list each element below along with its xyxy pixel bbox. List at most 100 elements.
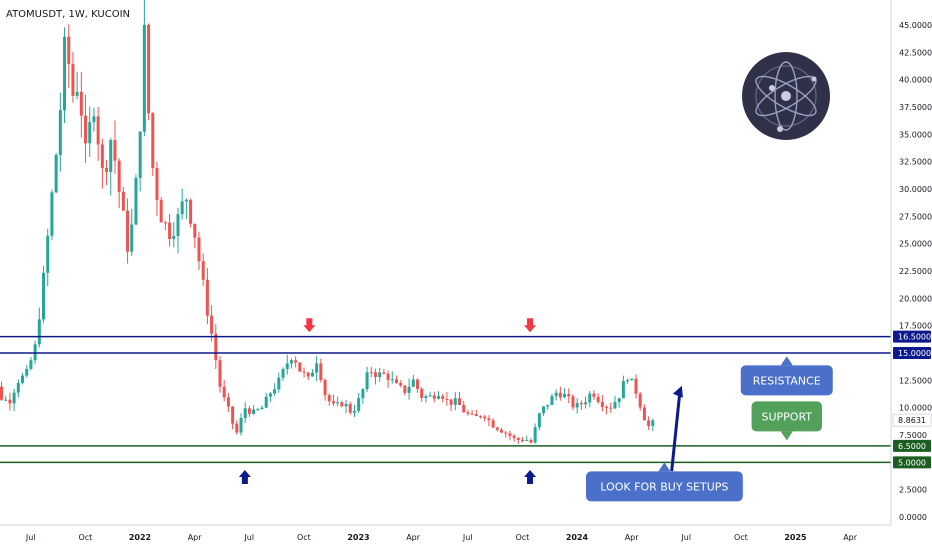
candle-body	[445, 398, 449, 400]
candle-body	[600, 402, 604, 407]
callout-pointer	[780, 356, 793, 366]
level-badge-label: 6.5000	[898, 442, 926, 451]
candle-body	[495, 427, 499, 430]
candle-body	[529, 439, 533, 443]
logo-electron-2	[777, 126, 783, 132]
candle-body	[63, 36, 67, 111]
trend-arrow-layer	[670, 385, 683, 472]
callout: SUPPORT	[751, 401, 822, 441]
candle-body	[458, 398, 462, 406]
y-tick-label: 27.5000	[899, 212, 932, 221]
candle-body	[575, 403, 579, 408]
candle-body	[533, 427, 537, 443]
candle-body	[596, 396, 600, 403]
candles-layer	[0, 0, 655, 444]
candle-body	[546, 404, 550, 407]
candle-body	[516, 438, 520, 441]
candle-body	[172, 236, 176, 240]
candle-body	[25, 368, 29, 376]
candle-body	[323, 380, 327, 396]
candle-body	[252, 409, 256, 414]
candle-body	[647, 420, 651, 426]
logo-ring	[755, 65, 817, 127]
trend-arrow-head	[672, 385, 683, 398]
candle-body	[21, 375, 25, 383]
y-tick-label: 22.5000	[899, 267, 932, 276]
candle-body	[214, 333, 218, 361]
level-badge	[893, 456, 931, 469]
price-axis[interactable]: 45.0000 42.5000 40.0000 37.5000 35.0000 32.50…	[899, 21, 932, 522]
candle-body	[634, 378, 638, 394]
candle-body	[550, 396, 554, 405]
candle-body	[42, 272, 46, 320]
candle-body	[386, 373, 390, 380]
candle-body	[306, 372, 310, 377]
candle-body	[109, 140, 113, 172]
x-tick-label: Jul	[462, 533, 473, 542]
candle-body	[138, 131, 142, 178]
candle-body	[563, 394, 567, 398]
level-badge	[893, 347, 931, 359]
price-badges: 16.5000 15.0000 6.5000 5.0000 8.8631	[892, 330, 932, 469]
candle-body	[189, 199, 193, 224]
candle-body	[88, 122, 92, 144]
y-tick-label: 40.0000	[899, 76, 932, 85]
candle-body	[197, 237, 201, 262]
candle-body	[584, 402, 588, 405]
x-tick-label: Jul	[25, 533, 36, 542]
candle-body	[571, 396, 575, 408]
candle-body	[613, 401, 617, 409]
candle-body	[176, 214, 180, 237]
x-tick-label: Oct	[734, 533, 748, 542]
candle-body	[96, 116, 100, 145]
candle-body	[357, 398, 361, 411]
candle-body	[121, 191, 125, 211]
candle-body	[58, 110, 62, 155]
candle-body	[331, 401, 335, 404]
candle-body	[605, 406, 609, 408]
candle-body	[424, 396, 428, 399]
level-badge-label: 5.0000	[898, 458, 926, 467]
candle-body	[79, 91, 83, 116]
y-tick-label: 35.0000	[899, 130, 932, 139]
candle-body	[168, 222, 172, 240]
current-price-label: 8.8631	[898, 416, 926, 425]
candle-body	[159, 200, 163, 223]
candle-body	[508, 433, 512, 436]
callout-box	[586, 471, 743, 502]
candle-body	[67, 36, 71, 64]
level-badge-label: 15.0000	[898, 349, 931, 358]
candle-body	[504, 432, 508, 434]
candle-body	[525, 439, 529, 441]
signal-arrow	[238, 469, 251, 484]
candle-body	[394, 379, 398, 383]
logo-orbit-3	[774, 61, 798, 131]
candle-body	[382, 372, 386, 374]
cosmos-logo	[742, 52, 830, 140]
y-tick-label: 37.5000	[899, 103, 932, 112]
candle-body	[651, 420, 655, 426]
time-axis[interactable]: Jul Oct 2022 Apr Jul Oct 2023 Apr Jul Oct 2024 Apr J…	[25, 533, 858, 542]
candle-body	[33, 344, 37, 361]
candle-body	[239, 418, 243, 433]
x-tick-label: 2023	[347, 533, 369, 542]
chart-title: ATOMUSDT, 1W, KUCOIN	[6, 9, 130, 20]
x-tick-label: Apr	[406, 533, 421, 542]
candle-body	[163, 222, 167, 224]
signal-arrow	[303, 318, 316, 333]
candle-body	[407, 386, 411, 393]
candle-body	[638, 393, 642, 408]
candle-body	[180, 201, 184, 215]
candle-body	[621, 381, 625, 399]
callout-box	[751, 401, 822, 432]
candle-body	[642, 407, 646, 421]
y-tick-label: 20.0000	[899, 294, 932, 303]
candle-body	[201, 261, 205, 280]
candle-body	[8, 399, 12, 404]
x-tick-label: Oct	[297, 533, 311, 542]
y-tick-label: 17.5000	[899, 322, 932, 331]
candle-body	[151, 113, 155, 169]
candle-body	[184, 199, 188, 202]
candle-body	[403, 385, 407, 393]
